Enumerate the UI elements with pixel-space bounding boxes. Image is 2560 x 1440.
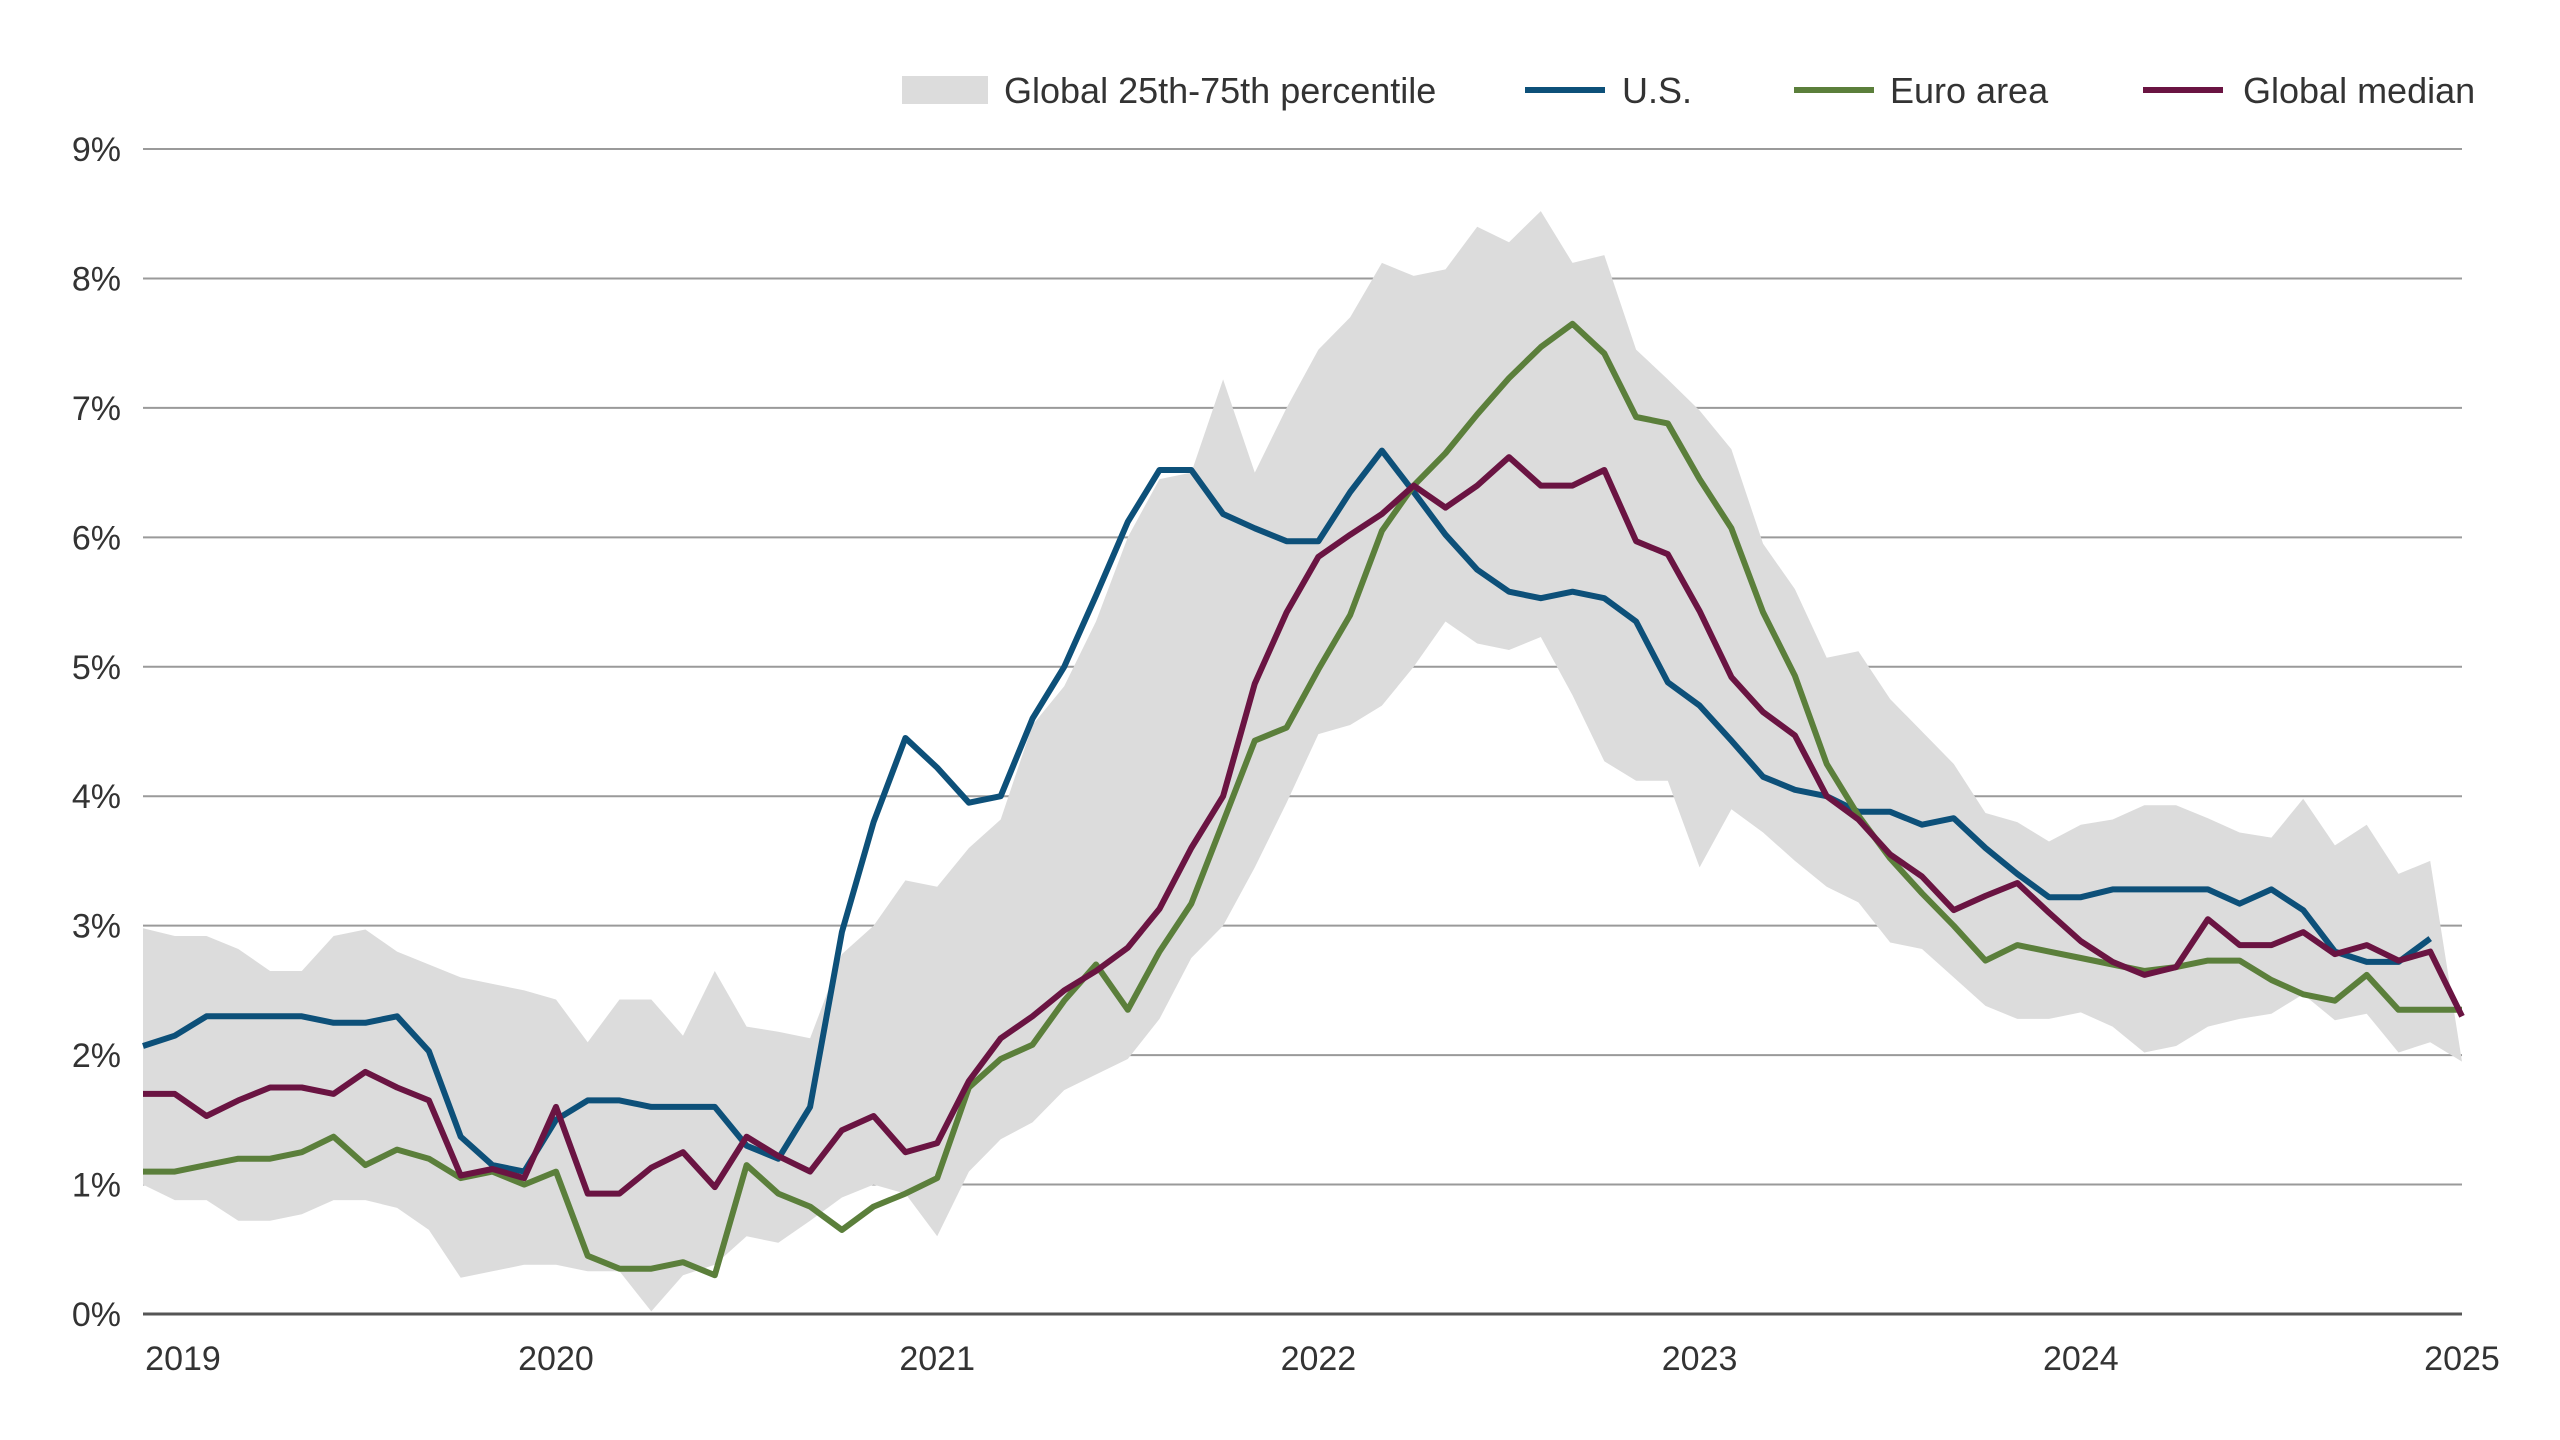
- x-tick-label: 2022: [1281, 1340, 1357, 1378]
- x-tick-label: 2024: [2043, 1340, 2119, 1378]
- legend-label-band: Global 25th-75th percentile: [1004, 70, 1436, 111]
- series-line-global-median: [143, 454, 2465, 1197]
- legend-item-us: U.S.: [1525, 70, 1692, 111]
- y-tick-label: 7%: [72, 390, 121, 428]
- series-lines: [142, 320, 2465, 1279]
- legend-item-euro: Euro area: [1794, 70, 2049, 111]
- legend-item-median: Global median: [2143, 70, 2475, 111]
- y-tick-label: 8%: [72, 260, 121, 298]
- series-line-euro-area: [143, 320, 2462, 1279]
- legend-label-us: U.S.: [1622, 70, 1692, 111]
- x-tick-label: 2021: [899, 1340, 975, 1378]
- y-tick-label: 9%: [72, 131, 121, 169]
- y-tick-label: 4%: [72, 778, 121, 816]
- x-tick-label: 2023: [1662, 1340, 1738, 1378]
- legend-label-median: Global median: [2243, 70, 2475, 111]
- y-tick-label: 2%: [72, 1037, 121, 1075]
- x-axis-ticks: 2019 2020 2021 2022 2023 2024 2025: [145, 1340, 2500, 1378]
- x-tick-label: 2025: [2424, 1340, 2500, 1378]
- x-tick-label: 2020: [518, 1340, 594, 1378]
- legend-item-band: Global 25th-75th percentile: [902, 70, 1436, 111]
- percentile-band: [143, 211, 2462, 1312]
- legend: Global 25th-75th percentile U.S. Euro ar…: [902, 70, 2475, 111]
- legend-label-euro: Euro area: [1890, 70, 2049, 111]
- x-tick-label: 2019: [145, 1340, 221, 1378]
- y-tick-label: 1%: [72, 1167, 121, 1205]
- y-tick-label: 0%: [72, 1296, 121, 1334]
- legend-swatch-band: [902, 76, 988, 104]
- y-axis-ticks: 0% 1% 2% 3% 4% 5% 6% 7% 8% 9%: [72, 131, 121, 1334]
- percentile-band-layer: [143, 211, 2462, 1312]
- y-tick-label: 3%: [72, 908, 121, 946]
- y-tick-label: 6%: [72, 519, 121, 557]
- y-tick-label: 5%: [72, 649, 121, 687]
